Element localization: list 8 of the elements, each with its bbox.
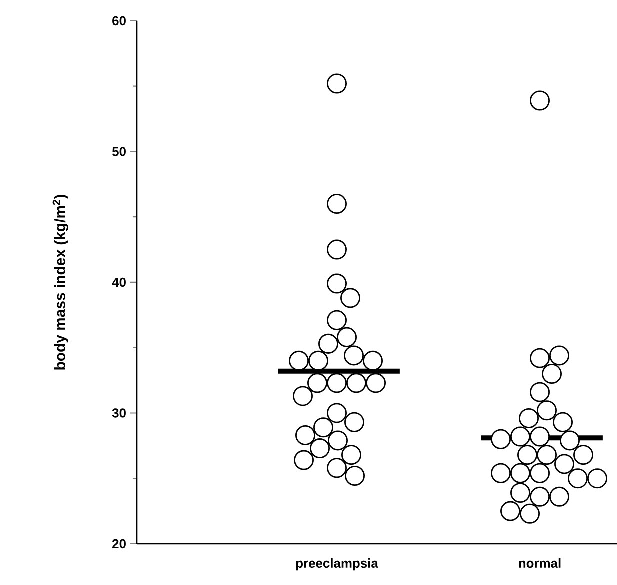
x-tick-label: normal: [519, 558, 561, 568]
y-tick-label: 20: [112, 539, 126, 549]
y-tick-label: 50: [112, 147, 126, 156]
y-tick-label: 30: [112, 408, 126, 418]
y-axis-title: body mass index (kg/m$^{2}$): [52, 194, 68, 370]
y-tick-label: 40: [112, 278, 126, 288]
x-tick-label: preeclampsia: [296, 558, 378, 571]
y-tick-label: 60: [112, 16, 126, 26]
